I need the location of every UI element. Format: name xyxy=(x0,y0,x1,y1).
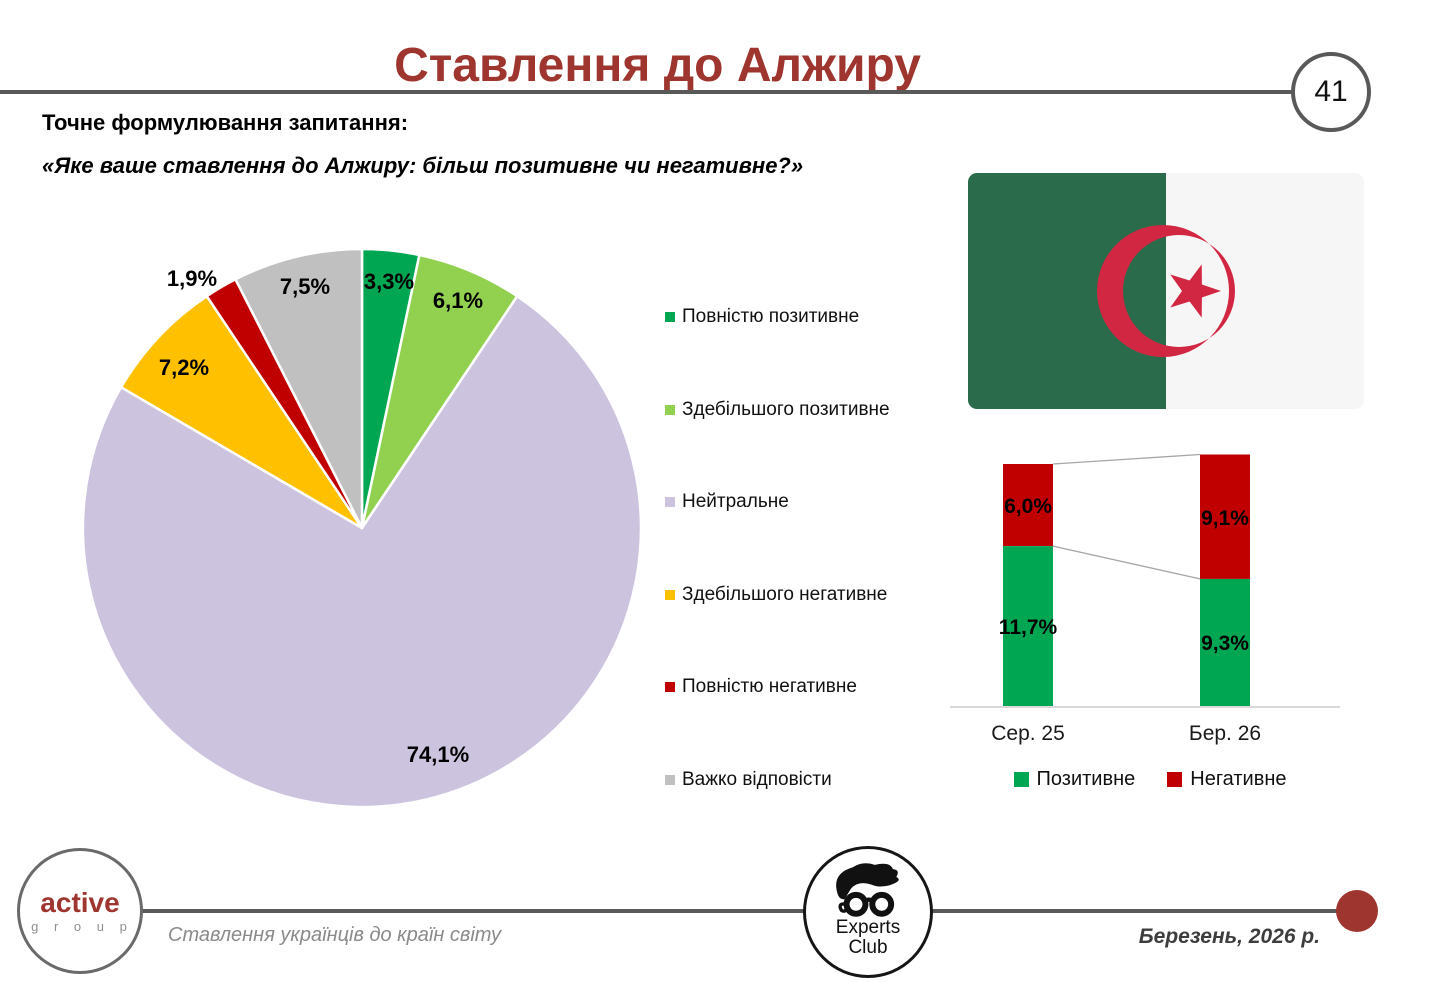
legend-label-0: Повністю позитивне xyxy=(682,306,860,327)
legend-label-5: Важко відповісти xyxy=(682,768,832,790)
active-group-logo-name: active xyxy=(40,887,120,918)
trend-chart-svg: 11,7% 6,0% Сер. 25 9,3% 9,1% Бер. 26 xyxy=(950,453,1340,745)
experts-club-logo: Experts Club xyxy=(803,846,933,978)
trend-legend-item-1: Негативне xyxy=(1167,768,1286,791)
category-label-0: Сер. 25 xyxy=(991,722,1065,745)
trend-legend-swatch-0 xyxy=(1013,771,1029,787)
experts-glasses-left-icon xyxy=(843,891,869,917)
legend-label-1: Здебільшого позитивне xyxy=(682,398,890,420)
pie-slice-2 xyxy=(81,294,643,809)
footer-end-dot xyxy=(1336,890,1378,932)
pie-value-label-3: 7,2% xyxy=(159,355,209,380)
title-rule xyxy=(0,90,1292,94)
legend-swatch-1 xyxy=(665,404,675,415)
pie-value-label-1: 6,1% xyxy=(433,288,483,313)
legend-item-2: Нейтральне xyxy=(665,488,789,516)
question-quote: «Яке ваше ставлення до Алжиру: більш поз… xyxy=(42,153,804,178)
legend-item-1: Здебільшого позитивне xyxy=(665,396,890,424)
pie-legend: Повністю позитивне Здебільшого позитивне Н… xyxy=(665,0,965,990)
legend-label-4: Повністю негативне xyxy=(682,676,857,697)
experts-glasses-curl-icon xyxy=(838,902,849,913)
question-label: Точне формулювання запитання: xyxy=(42,110,409,135)
flag-star-icon xyxy=(1170,264,1221,318)
experts-face-icon xyxy=(836,863,899,917)
trend-legend-label-1: Негативне xyxy=(1190,767,1287,790)
legend-swatch-3 xyxy=(665,589,675,600)
bar-positive-value-0: 11,7% xyxy=(999,616,1058,639)
pie-value-label-4: 1,9% xyxy=(167,266,217,291)
trend-legend-item-0: Позитивне xyxy=(1013,767,1136,791)
flag-crescent-icon xyxy=(1097,225,1235,357)
pie-chart: 3,3% 6,1% 74,1% 7,2% 1,9% 7,5% xyxy=(62,228,662,828)
legend-swatch-5 xyxy=(665,774,675,785)
experts-glasses-bridge-icon xyxy=(864,897,874,904)
legend-label-3: Здебільшого негативне xyxy=(682,583,888,605)
legend-swatch-0 xyxy=(665,312,675,322)
pie-slice-5 xyxy=(234,247,364,530)
pie-value-label-0: 3,3% xyxy=(364,269,414,294)
pie-slice-3 xyxy=(119,294,364,530)
flag-green-field xyxy=(968,173,1166,409)
trend-legend: Позитивне Негативне xyxy=(950,764,1350,794)
bar-negative-value-1: 9,1% xyxy=(1201,507,1249,530)
legend-label-2: Нейтральне xyxy=(682,491,789,512)
connector-line-bottom xyxy=(1052,545,1201,580)
page-number: 41 xyxy=(1314,75,1348,108)
pie-value-label-5: 7,5% xyxy=(280,274,330,299)
bar-positive-value-1: 9,3% xyxy=(1201,632,1249,655)
experts-club-label-1: Experts xyxy=(835,917,901,938)
bar-negative-value-0: 6,0% xyxy=(1004,495,1052,518)
footer-caption: Ставлення українців до країн світу xyxy=(168,924,501,946)
algeria-flag-svg xyxy=(968,173,1364,409)
page-number-badge: 41 xyxy=(1291,52,1371,132)
trend-chart: 11,7% 6,0% Сер. 25 9,3% 9,1% Бер. 26 xyxy=(950,430,1380,760)
bar-negative-0 xyxy=(1003,464,1053,546)
page-title: Ставлення до Алжиру xyxy=(394,39,921,93)
legend-item-5: Важко відповісти xyxy=(665,766,832,794)
legend-swatch-4 xyxy=(665,682,675,692)
experts-glasses-right-icon xyxy=(869,891,895,917)
legend-item-3: Здебільшого негативне xyxy=(665,581,887,609)
footer-date: Березень, 2026 р. xyxy=(1138,925,1320,948)
bar-negative-1 xyxy=(1200,454,1250,579)
trend-legend-swatch-1 xyxy=(1167,771,1183,787)
legend-item-0: Повністю позитивне xyxy=(665,303,859,331)
pie-chart-svg: 3,3% 6,1% 74,1% 7,2% 1,9% 7,5% xyxy=(81,247,643,809)
experts-hair-icon xyxy=(836,863,899,900)
footer-line xyxy=(138,909,1354,913)
algeria-flag xyxy=(968,173,1364,409)
experts-club-label-2: Club xyxy=(848,936,888,958)
active-group-logo-sub: g r o u p xyxy=(31,919,133,934)
pie-value-label-2: 74,1% xyxy=(407,742,469,767)
active-group-logo: active g r o u p xyxy=(17,848,143,974)
legend-item-4: Повністю негативне xyxy=(665,673,857,701)
trend-legend-label-0: Позитивне xyxy=(1036,767,1136,790)
legend-swatch-2 xyxy=(665,497,675,507)
bar-positive-0 xyxy=(1003,546,1053,706)
connector-line-top xyxy=(1052,453,1201,465)
category-label-1: Бер. 26 xyxy=(1189,722,1261,745)
bar-positive-1 xyxy=(1200,578,1250,706)
